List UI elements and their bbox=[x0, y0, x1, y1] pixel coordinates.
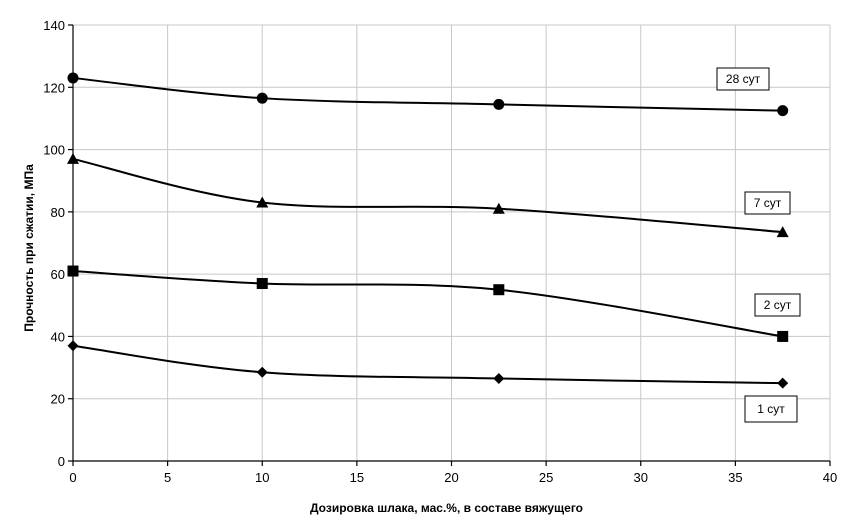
series-label-box bbox=[744, 191, 791, 215]
series-label: 1 сут bbox=[757, 402, 785, 416]
series-line-4 bbox=[72, 344, 783, 385]
y-tick-label: 120 bbox=[43, 80, 65, 95]
series-line-2 bbox=[72, 157, 783, 234]
marker-circle bbox=[256, 92, 268, 104]
marker-diamond bbox=[777, 377, 789, 389]
y-axis-title: Прочность при сжатии, МПа bbox=[22, 164, 36, 332]
marker-square bbox=[256, 277, 268, 289]
y-tick-label: 0 bbox=[58, 454, 65, 469]
series-line-1 bbox=[72, 76, 783, 112]
marker-square bbox=[67, 265, 79, 277]
x-tick-label: 40 bbox=[823, 470, 837, 485]
series-line-3 bbox=[72, 270, 783, 338]
marker-circle bbox=[493, 98, 505, 110]
series-labels: 28 сут 7 сут 2 сут 1 сут bbox=[716, 67, 801, 423]
marker-triangle bbox=[256, 196, 269, 208]
series-label: 7 сут bbox=[754, 196, 782, 210]
x-axis-title: Дозировка шлака, мас.%, в составе вяжуще… bbox=[310, 501, 583, 515]
x-tick-label: 0 bbox=[69, 470, 76, 485]
x-tick-label: 5 bbox=[164, 470, 171, 485]
series-label-box bbox=[754, 293, 801, 317]
marker-triangle bbox=[67, 152, 79, 164]
axes bbox=[68, 24, 831, 466]
x-tick-label: 20 bbox=[444, 470, 458, 485]
y-tick-label: 60 bbox=[51, 267, 65, 282]
x-tick-label: 30 bbox=[634, 470, 648, 485]
marker-diamond bbox=[256, 366, 268, 378]
series-markers bbox=[67, 72, 789, 389]
x-tick-label: 10 bbox=[255, 470, 269, 485]
grid-lines bbox=[73, 24, 831, 461]
marker-diamond bbox=[67, 340, 79, 352]
marker-circle bbox=[67, 72, 79, 84]
tick-labels: 0 5 10 15 20 25 30 35 40 0 20 40 60 80 100 120 140 bbox=[43, 18, 837, 485]
x-tick-label: 25 bbox=[539, 470, 553, 485]
series-label-box bbox=[716, 67, 770, 91]
marker-triangle bbox=[776, 226, 789, 238]
y-tick-label: 80 bbox=[51, 205, 65, 220]
y-tick-label: 20 bbox=[51, 392, 65, 407]
series-label: 28 сут bbox=[726, 72, 761, 86]
y-tick-label: 100 bbox=[43, 143, 65, 158]
series-curves bbox=[72, 76, 783, 385]
marker-circle bbox=[777, 105, 789, 117]
series-label-box bbox=[744, 395, 798, 423]
marker-triangle bbox=[492, 202, 505, 214]
marker-diamond bbox=[493, 372, 505, 384]
y-tick-label: 140 bbox=[43, 18, 65, 33]
y-tick-label: 40 bbox=[51, 329, 65, 344]
marker-square bbox=[777, 330, 789, 342]
series-label: 2 сут bbox=[764, 298, 792, 312]
x-tick-label: 15 bbox=[350, 470, 364, 485]
x-tick-label: 35 bbox=[728, 470, 742, 485]
marker-square bbox=[493, 284, 505, 296]
